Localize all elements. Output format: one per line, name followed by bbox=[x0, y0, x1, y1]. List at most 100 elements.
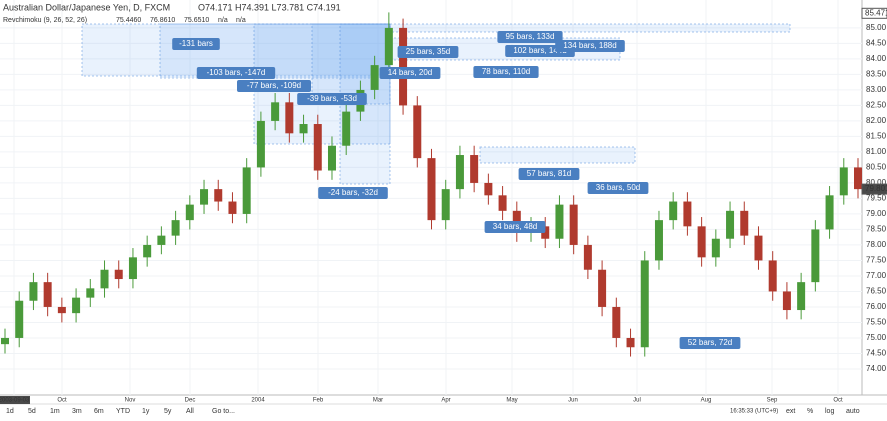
candle-body bbox=[271, 102, 280, 121]
range-label-bg bbox=[587, 182, 649, 194]
range-label: -77 bars, -109d bbox=[247, 81, 301, 90]
indicator-value: 75.6510 bbox=[184, 17, 209, 24]
range-label-bg bbox=[297, 93, 367, 105]
time-tick-label: May bbox=[506, 398, 517, 404]
price-tick-label: 78.00 bbox=[866, 240, 887, 249]
range-label: -103 bars, -147d bbox=[207, 68, 266, 77]
candle-body bbox=[86, 288, 95, 298]
time-tick-label: Dec bbox=[185, 398, 196, 404]
price-tick-label: 79.50 bbox=[866, 194, 887, 203]
price-tick-label: 80.50 bbox=[866, 163, 887, 172]
ohlc: O74.171 H74.391 L73.781 C74.191 bbox=[198, 2, 341, 12]
range-box bbox=[389, 23, 791, 33]
option-button[interactable]: auto bbox=[846, 408, 860, 415]
symbol: Australian Dollar/Japanese Yen, D, FXCM bbox=[3, 2, 170, 12]
indicator-value: 75.4460 bbox=[116, 17, 141, 24]
price-tick-label: 79.00 bbox=[866, 209, 887, 218]
time-tick-label: Nov bbox=[125, 398, 136, 404]
candle-body bbox=[839, 167, 848, 196]
range-label-bg bbox=[172, 38, 220, 50]
range-button[interactable]: 3m bbox=[72, 408, 82, 415]
range-label: -131 bars bbox=[179, 39, 213, 48]
candle-body bbox=[313, 124, 322, 171]
range-box bbox=[311, 23, 391, 105]
candle-body bbox=[285, 102, 294, 134]
range-label: 52 bars, 72d bbox=[688, 338, 732, 347]
candle-body bbox=[854, 167, 862, 190]
option-button[interactable]: log bbox=[825, 408, 834, 415]
range-button[interactable]: 1d bbox=[6, 408, 14, 415]
candle-body bbox=[569, 204, 578, 245]
option-button[interactable]: ext bbox=[786, 408, 795, 415]
candle-body bbox=[43, 282, 52, 307]
range-button[interactable]: 5d bbox=[28, 408, 36, 415]
range-label-bg bbox=[484, 221, 546, 233]
candle-body bbox=[128, 257, 137, 280]
range-button[interactable]: 6m bbox=[94, 408, 104, 415]
candle-body bbox=[100, 269, 109, 289]
time-tick-label: Jul bbox=[633, 398, 641, 404]
price-tick-label: 77.50 bbox=[866, 256, 887, 265]
price-tick-label: 82.00 bbox=[866, 116, 887, 125]
candle-body bbox=[15, 300, 24, 338]
range-button[interactable]: 1y bbox=[142, 408, 150, 415]
candle-body bbox=[640, 260, 649, 348]
candle-body bbox=[299, 124, 308, 134]
price-tick-label: 75.50 bbox=[866, 318, 887, 327]
range-button[interactable]: 1m bbox=[50, 408, 60, 415]
time-tick-label: Jun bbox=[568, 398, 578, 404]
range-button[interactable]: 5y bbox=[164, 408, 172, 415]
price-mark bbox=[861, 183, 887, 195]
time-tick-label: 2003-09-03 bbox=[0, 398, 30, 404]
candle-body bbox=[384, 27, 393, 66]
candle-body bbox=[825, 195, 834, 230]
range-label: 14 bars, 20d bbox=[388, 68, 432, 77]
candle-body bbox=[185, 204, 194, 221]
range-label: 34 bars, 48d bbox=[493, 222, 537, 231]
range-label-bg bbox=[397, 46, 459, 58]
price-tick-label: 75.00 bbox=[866, 333, 887, 342]
option-button[interactable]: % bbox=[807, 408, 813, 415]
candle-body bbox=[399, 27, 408, 106]
candle-body bbox=[654, 220, 663, 261]
range-label: 25 bars, 35d bbox=[406, 47, 450, 56]
candle-body bbox=[683, 201, 692, 227]
range-button[interactable]: All bbox=[186, 408, 194, 415]
price-tick-label: 85.00 bbox=[866, 23, 887, 32]
range-label: -24 bars, -32d bbox=[328, 188, 378, 197]
time-tick-label: Sep bbox=[767, 398, 778, 404]
candle-body bbox=[797, 282, 806, 311]
range-label: 102 bars, 144d bbox=[513, 46, 566, 55]
indicator-value: 76.8610 bbox=[150, 17, 175, 24]
price-mark-label: 79.801 bbox=[865, 184, 887, 193]
candle-body bbox=[370, 65, 379, 90]
range-button[interactable]: YTD bbox=[116, 408, 130, 415]
time-tick-label: Aug bbox=[701, 398, 712, 404]
candle-body bbox=[555, 204, 564, 239]
time-tick-label: Oct bbox=[833, 398, 843, 404]
candle-body bbox=[327, 145, 336, 171]
time-tick-label: Oct bbox=[57, 398, 67, 404]
candle-body bbox=[427, 158, 436, 221]
candle-body bbox=[740, 210, 749, 236]
range-box bbox=[479, 146, 636, 164]
range-button[interactable]: Go to... bbox=[212, 408, 235, 415]
time-tick-label: Feb bbox=[313, 398, 324, 404]
candle-body bbox=[484, 182, 493, 196]
range-label-bg bbox=[497, 31, 563, 43]
indicator-value: n/a bbox=[236, 17, 246, 24]
range-label: 78 bars, 110d bbox=[482, 67, 530, 76]
candle-body bbox=[1, 337, 9, 345]
range-label-bg bbox=[679, 337, 741, 349]
range-label-bg bbox=[237, 80, 311, 92]
range-label: 95 bars, 133d bbox=[506, 32, 555, 41]
candle-body bbox=[711, 238, 720, 258]
candle-body bbox=[413, 105, 422, 159]
range-label-bg bbox=[379, 67, 441, 79]
range-label-bg bbox=[555, 40, 625, 52]
price-tick-label: 81.50 bbox=[866, 132, 887, 141]
price-mark-label: 85.471 bbox=[865, 8, 887, 17]
candle-body bbox=[214, 189, 223, 202]
candle-body bbox=[669, 201, 678, 221]
